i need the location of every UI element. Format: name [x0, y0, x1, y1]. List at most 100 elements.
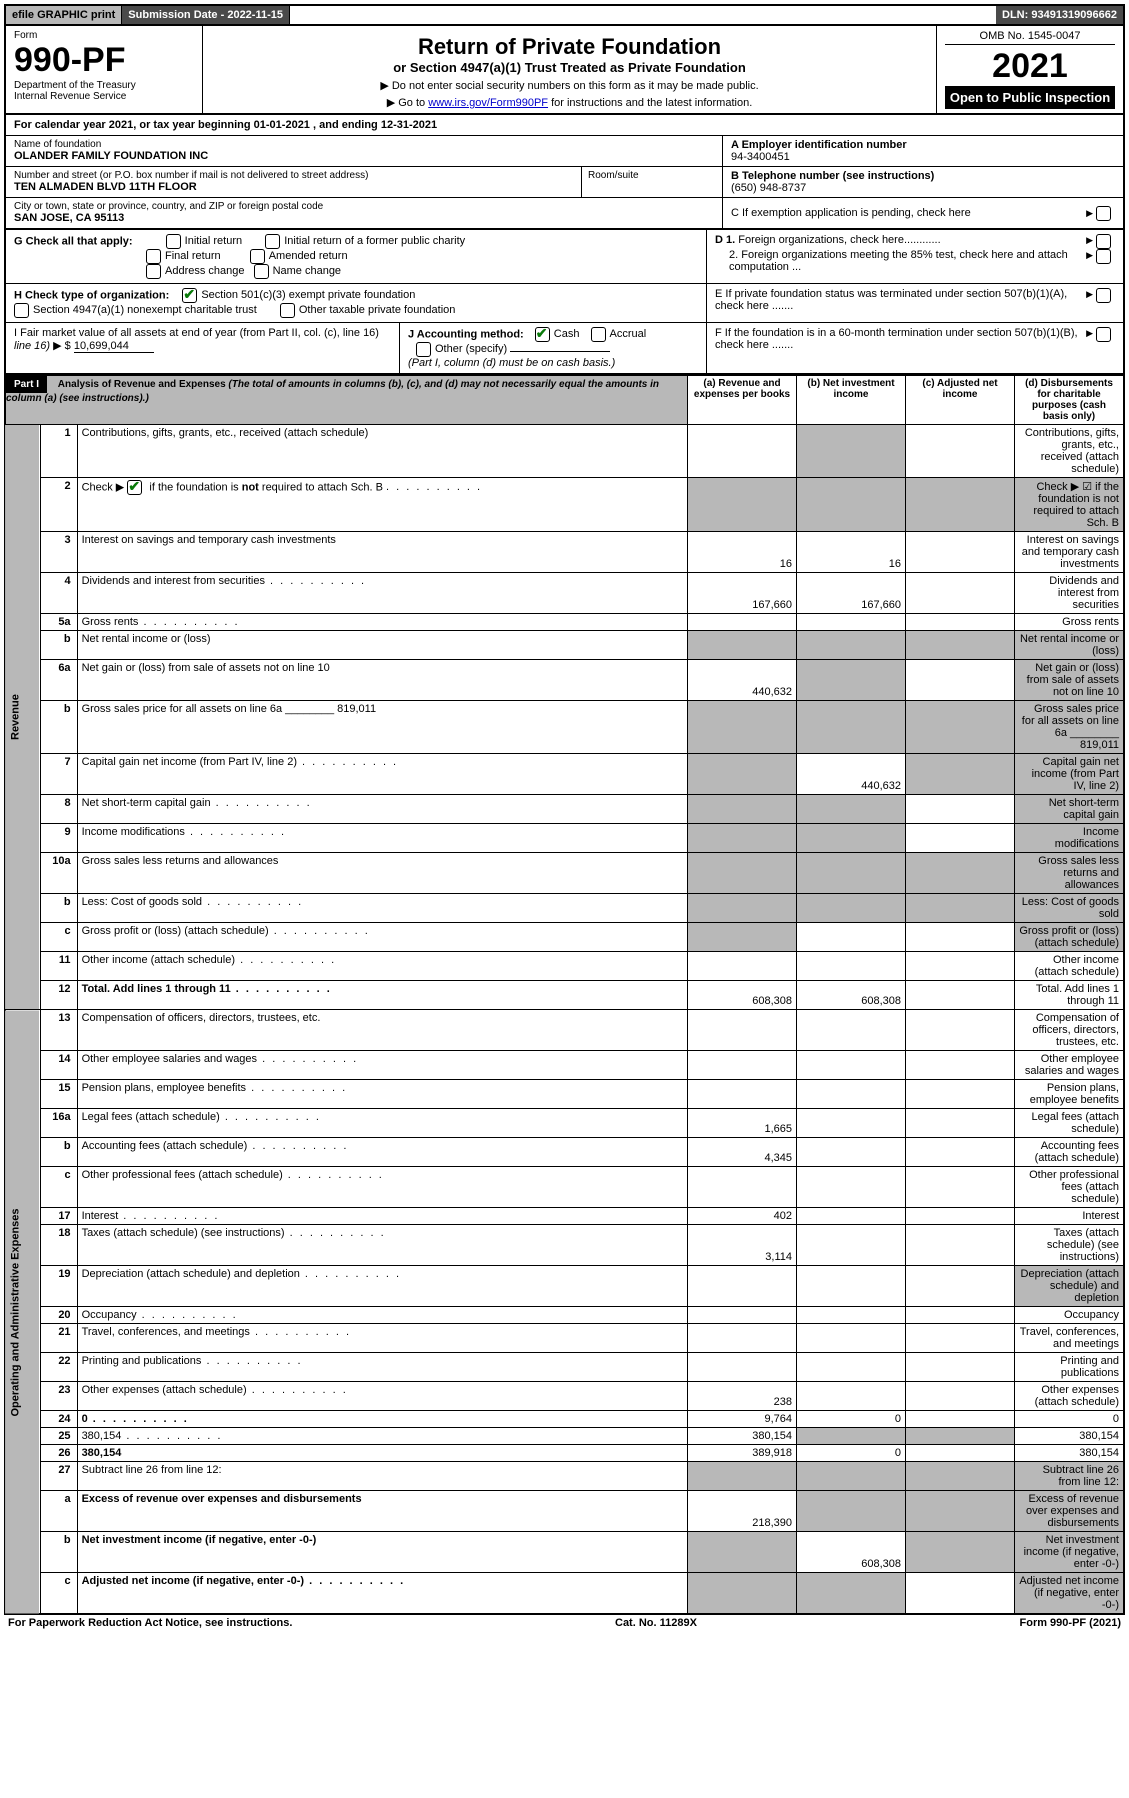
line-number: 25	[40, 1428, 77, 1445]
amount-c	[906, 795, 1015, 824]
tel-label: B Telephone number (see instructions)	[731, 170, 1115, 182]
tel-value: (650) 948-8737	[731, 182, 1115, 194]
amount-b	[797, 1225, 906, 1266]
j-accrual[interactable]	[591, 327, 606, 342]
line-description: Printing and publications	[77, 1353, 687, 1382]
line-description: Pension plans, employee benefits	[77, 1080, 687, 1109]
irs-link[interactable]: www.irs.gov/Form990PF	[428, 97, 548, 109]
form-instruction-2: ▶ Go to www.irs.gov/Form990PF for instru…	[211, 96, 928, 109]
amount-b	[797, 614, 906, 631]
line-number: 10a	[40, 853, 77, 894]
table-row: b Gross sales price for all assets on lin…	[5, 701, 1124, 754]
amount-d: Interest on savings and temporary cash i…	[1015, 532, 1125, 573]
table-row: 7Capital gain net income (from Part IV, …	[5, 754, 1124, 795]
amount-d: Accounting fees (attach schedule)	[1015, 1138, 1125, 1167]
h-4947[interactable]	[14, 303, 29, 318]
amount-b	[797, 894, 906, 923]
g-address-change[interactable]	[146, 264, 161, 279]
amount-b: 16	[797, 532, 906, 573]
table-row: 27Subtract line 26 from line 12:Subtract…	[5, 1462, 1124, 1491]
amount-d: Interest	[1015, 1208, 1125, 1225]
amount-d: Gross sales price for all assets on line…	[1015, 701, 1125, 754]
amount-c	[906, 660, 1015, 701]
expenses-section-label: Operating and Administrative Expenses	[5, 1010, 40, 1615]
line-description: Gross rents	[77, 614, 687, 631]
amount-c	[906, 824, 1015, 853]
line-description: Legal fees (attach schedule)	[77, 1109, 687, 1138]
line-description: 380,154	[77, 1428, 687, 1445]
g-initial-return[interactable]	[166, 234, 181, 249]
amount-c	[906, 1428, 1015, 1445]
h-501c3[interactable]	[182, 288, 197, 303]
line-number: c	[40, 1167, 77, 1208]
amount-c	[906, 1051, 1015, 1080]
amount-b	[797, 1109, 906, 1138]
amount-d: Net investment income (if negative, ente…	[1015, 1532, 1125, 1573]
c-label: C If exemption application is pending, c…	[731, 207, 1086, 219]
g-initial-public[interactable]	[265, 234, 280, 249]
amount-b	[797, 1307, 906, 1324]
h-other-taxable[interactable]	[280, 303, 295, 318]
j-other[interactable]	[416, 342, 431, 357]
c-checkbox[interactable]	[1096, 206, 1111, 221]
amount-a	[688, 425, 797, 478]
table-row: 20OccupancyOccupancy	[5, 1307, 1124, 1324]
amount-d: Income modifications	[1015, 824, 1125, 853]
amount-b	[797, 1573, 906, 1615]
amount-c	[906, 701, 1015, 754]
line-number: 18	[40, 1225, 77, 1266]
paperwork-notice: For Paperwork Reduction Act Notice, see …	[8, 1617, 292, 1629]
d1-checkbox[interactable]	[1096, 234, 1111, 249]
amount-c	[906, 894, 1015, 923]
amount-d: Net rental income or (loss)	[1015, 631, 1125, 660]
e-checkbox[interactable]	[1096, 288, 1111, 303]
amount-b	[797, 1428, 906, 1445]
amount-a	[688, 1080, 797, 1109]
irs: Internal Revenue Service	[14, 91, 194, 102]
line-description: Other employee salaries and wages	[77, 1051, 687, 1080]
line-description: Dividends and interest from securities	[77, 573, 687, 614]
table-row: cGross profit or (loss) (attach schedule…	[5, 923, 1124, 952]
f-checkbox[interactable]	[1096, 327, 1111, 342]
line-number: 5a	[40, 614, 77, 631]
amount-a	[688, 1010, 797, 1051]
line-number: 3	[40, 532, 77, 573]
line-number: 12	[40, 981, 77, 1010]
col-d-header: (d) Disbursements for charitable purpose…	[1015, 376, 1125, 425]
line-number: b	[40, 1138, 77, 1167]
g-name-change[interactable]	[254, 264, 269, 279]
form-header: Form 990-PF Department of the Treasury I…	[4, 26, 1125, 115]
line-number: 26	[40, 1445, 77, 1462]
line-description: Net investment income (if negative, ente…	[77, 1532, 687, 1573]
schb-checkbox[interactable]	[127, 480, 142, 495]
revenue-section-label: Revenue	[5, 425, 40, 1010]
h-section: H Check type of organization: Section 50…	[4, 284, 1125, 323]
table-row: cAdjusted net income (if negative, enter…	[5, 1573, 1124, 1615]
line-description: Other expenses (attach schedule)	[77, 1382, 687, 1411]
submission-date: Submission Date - 2022-11-15	[122, 6, 290, 24]
table-row: 23Other expenses (attach schedule)238Oth…	[5, 1382, 1124, 1411]
amount-d: Adjusted net income (if negative, enter …	[1015, 1573, 1125, 1615]
amount-c	[906, 614, 1015, 631]
amount-a: 16	[688, 532, 797, 573]
amount-d: Depreciation (attach schedule) and deple…	[1015, 1266, 1125, 1307]
foundation-address: TEN ALMADEN BLVD 11TH FLOOR	[14, 181, 581, 193]
omb-number: OMB No. 1545-0047	[945, 30, 1115, 45]
amount-a	[688, 824, 797, 853]
line-number: b	[40, 701, 77, 754]
line-number: 9	[40, 824, 77, 853]
name-label: Name of foundation	[14, 139, 714, 150]
amount-b	[797, 1051, 906, 1080]
amount-c	[906, 1080, 1015, 1109]
amount-a	[688, 1353, 797, 1382]
g-amended[interactable]	[250, 249, 265, 264]
page-footer: For Paperwork Reduction Act Notice, see …	[4, 1615, 1125, 1631]
amount-c	[906, 853, 1015, 894]
d2-checkbox[interactable]	[1096, 249, 1111, 264]
amount-a	[688, 894, 797, 923]
j-cash[interactable]	[535, 327, 550, 342]
form-ref: Form 990-PF (2021)	[1020, 1617, 1121, 1629]
amount-b: 608,308	[797, 1532, 906, 1573]
amount-c	[906, 923, 1015, 952]
g-final-return[interactable]	[146, 249, 161, 264]
